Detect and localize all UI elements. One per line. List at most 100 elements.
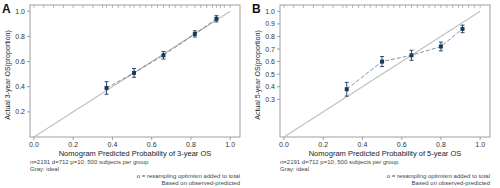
x-tick-label: 0.4: [108, 141, 118, 148]
top-tick: [429, 5, 430, 8]
top-tick: [230, 5, 231, 8]
x-tick-label: 0.0: [279, 141, 289, 148]
top-tick: [200, 5, 201, 8]
point-marker: [193, 32, 197, 36]
error-bar: [461, 25, 465, 33]
top-tick: [163, 5, 164, 8]
y-tick: [277, 49, 280, 50]
y-axis-label: Actual 5-year OS(proportion): [254, 30, 262, 119]
error-bar: [409, 50, 413, 60]
y-tick: [277, 61, 280, 62]
top-tick: [169, 5, 170, 8]
x-tick: [33, 137, 34, 140]
y-tick: [277, 23, 280, 24]
top-tick: [313, 5, 314, 8]
x-tick-label: 0.8: [436, 141, 446, 148]
x-axis-label: Nomogram Predicted Probability of 3-year…: [59, 149, 212, 158]
top-tick: [145, 5, 146, 8]
error-bar: [161, 52, 165, 60]
y-tick: [277, 86, 280, 87]
x-tick: [190, 137, 191, 140]
panel-label: A: [2, 2, 11, 16]
y-tick-label: 0.4: [15, 83, 25, 90]
annotation: o = resampling optimism added to totalBa…: [387, 173, 490, 186]
y-tick: [27, 11, 30, 12]
top-tick: [175, 5, 176, 8]
x-tick: [230, 137, 231, 140]
point-marker: [380, 60, 384, 64]
top-tick: [33, 5, 34, 8]
plot-frame: [30, 5, 240, 137]
point-marker: [161, 53, 165, 57]
top-tick: [364, 5, 365, 8]
y-tick-label: 1.0: [265, 8, 275, 15]
y-tick: [27, 86, 30, 87]
point-marker: [461, 27, 465, 31]
y-tick-label: 0.2: [15, 108, 25, 115]
annotation-line: o = resampling optimism added to total: [387, 173, 490, 179]
annotation-line: Based on observed-predicted: [412, 180, 490, 186]
y-tick-label: 0.6: [15, 58, 25, 65]
point-marker: [132, 71, 136, 75]
top-tick: [293, 5, 294, 8]
calibration-line: [107, 19, 217, 88]
top-tick: [206, 5, 207, 8]
y-tick: [277, 74, 280, 75]
y-tick-label: 1.0: [15, 8, 25, 15]
top-tick: [181, 5, 182, 8]
top-tick: [303, 5, 304, 8]
y-tick-label: 0.8: [15, 33, 25, 40]
top-tick: [139, 5, 140, 8]
plot-marks: [34, 11, 230, 137]
y-tick: [27, 36, 30, 37]
error-bar: [439, 42, 443, 51]
x-tick: [323, 137, 324, 140]
y-tick-label: 0.8: [265, 33, 275, 40]
top-tick: [118, 5, 119, 8]
x-tick-label: 0.0: [29, 141, 39, 148]
top-tick: [157, 5, 158, 8]
x-tick: [440, 137, 441, 140]
annotation-line: Gray: ideal: [30, 166, 59, 172]
top-tick: [332, 5, 333, 8]
x-tick-label: 0.2: [68, 141, 78, 148]
y-tick-label: 0.3: [265, 96, 275, 103]
panel-label: B: [252, 2, 261, 16]
top-tick: [352, 5, 353, 8]
top-tick: [194, 5, 195, 8]
y-tick: [277, 36, 280, 37]
top-tick: [382, 5, 383, 8]
top-tick: [399, 5, 400, 8]
plot-frame: [280, 5, 490, 137]
x-tick: [362, 137, 363, 140]
y-tick-label: 0.4: [265, 83, 275, 90]
top-tick: [187, 5, 188, 8]
annotation-line: Gray: ideal: [280, 166, 309, 172]
y-tick-label: 0.7: [265, 46, 275, 53]
point-marker: [409, 53, 413, 57]
point-marker: [439, 44, 443, 48]
y-tick: [277, 99, 280, 100]
top-tick: [130, 5, 131, 8]
top-tick: [393, 5, 394, 8]
error-bar: [105, 82, 109, 95]
x-tick: [151, 137, 152, 140]
x-tick-label: 0.4: [358, 141, 368, 148]
top-tick: [358, 5, 359, 8]
top-tick: [462, 5, 463, 8]
error-bar: [193, 31, 197, 37]
panel: 0.00.20.40.60.81.00.30.40.50.60.70.80.91…: [252, 2, 490, 186]
y-tick-label: 0.5: [265, 71, 275, 78]
ideal-line: [284, 11, 480, 137]
x-tick: [112, 137, 113, 140]
top-tick: [468, 5, 469, 8]
ideal-line: [34, 11, 230, 137]
calibration-line: [347, 29, 463, 89]
chart-root: 0.00.20.40.60.81.00.20.40.60.81.0Nomogra…: [0, 0, 500, 188]
top-tick: [423, 5, 424, 8]
error-bar: [214, 16, 218, 22]
annotation: n=2191 d=712 p=10, 500 subjects per grou…: [280, 159, 399, 172]
y-axis-label: Actual 3-year OS(proportion): [4, 30, 12, 119]
top-tick: [346, 5, 347, 8]
top-tick: [323, 5, 324, 8]
